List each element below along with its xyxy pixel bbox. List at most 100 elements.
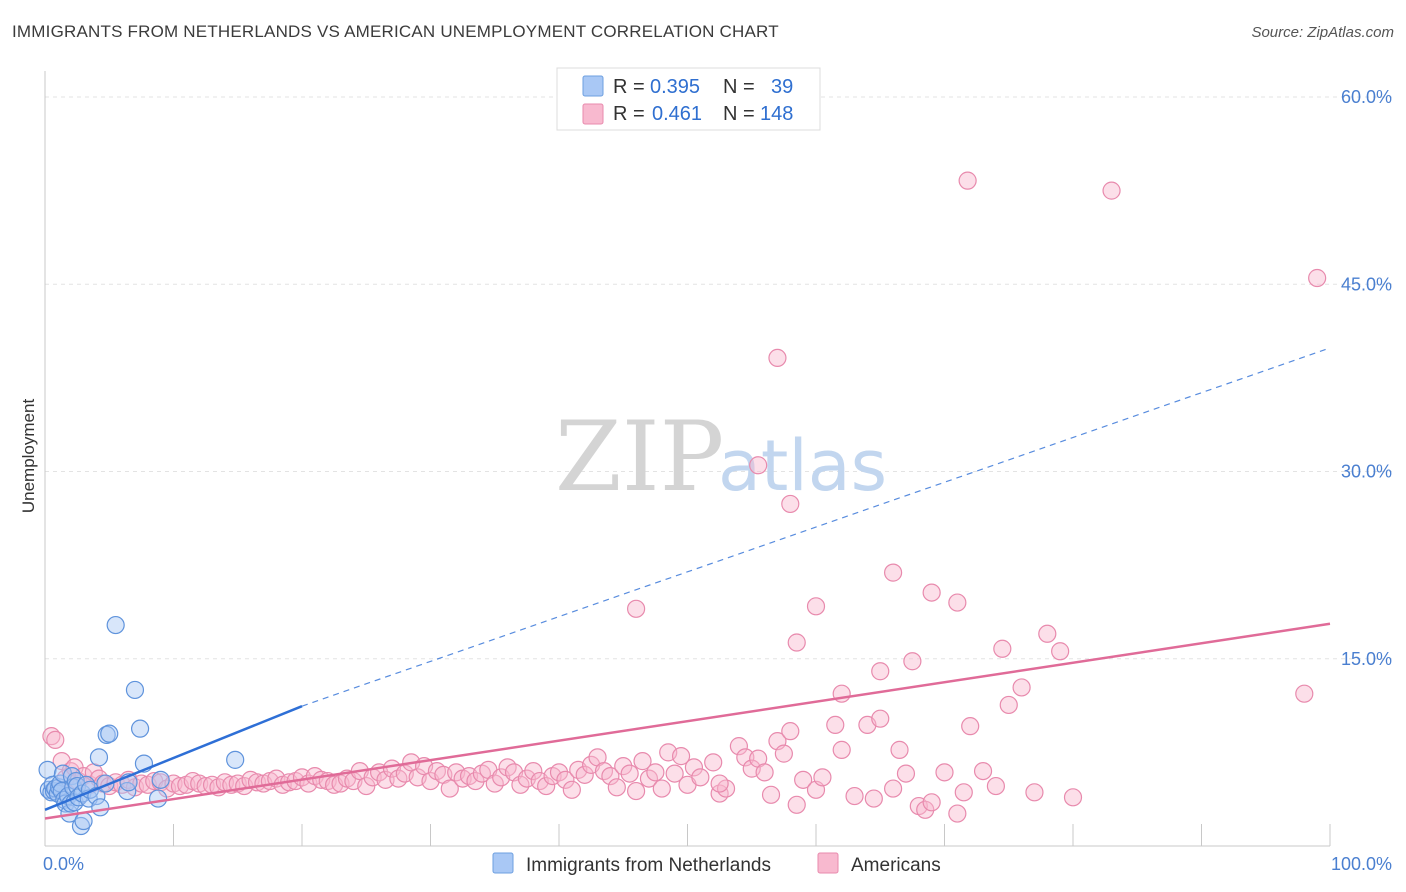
trend-line-netherlands: [44, 705, 303, 811]
point-americans: [781, 494, 800, 514]
point-americans: [761, 785, 781, 804]
point-americans: [774, 744, 793, 763]
x-tick-label-min: 0.0%: [43, 854, 84, 874]
point-americans: [556, 770, 575, 789]
legend-swatch-netherlands: [582, 75, 604, 97]
point-americans: [652, 779, 671, 798]
point-americans: [922, 583, 941, 602]
point-americans: [890, 740, 909, 759]
point-americans: [871, 709, 890, 728]
point-americans: [948, 593, 967, 612]
point-americans: [993, 639, 1012, 658]
point-americans: [986, 776, 1006, 796]
point-americans: [787, 795, 806, 814]
x-tick-label-max: 100.0%: [1331, 854, 1392, 874]
point-americans: [607, 778, 626, 797]
y-tick-label: 45.0%: [1341, 274, 1392, 294]
point-americans: [768, 348, 787, 368]
point-americans: [671, 747, 691, 766]
point-netherlands: [100, 724, 119, 743]
point-netherlands: [74, 811, 93, 831]
axes: [44, 71, 1331, 847]
point-americans: [729, 737, 749, 756]
point-americans: [935, 763, 954, 782]
series-legend-swatch-americans: [817, 852, 839, 874]
trend-line-netherlands-projection: [301, 347, 1331, 707]
trend-lines: [44, 347, 1331, 820]
point-americans: [575, 765, 594, 784]
point-americans: [466, 771, 485, 791]
point-americans: [620, 764, 639, 783]
data-points: [38, 171, 1327, 836]
source-label: Source: ZipAtlas.com: [1251, 24, 1394, 41]
point-netherlands: [89, 748, 109, 767]
series-legend-label-netherlands: Immigrants from Netherlands: [526, 855, 771, 876]
legend-r-value-americans: 0.461: [652, 103, 702, 125]
point-netherlands: [130, 719, 150, 738]
trend-line-americans: [44, 622, 1331, 820]
point-americans: [614, 757, 633, 776]
point-americans: [1295, 684, 1314, 703]
stats-legend-row-americans: R = 0.461 N = 148: [582, 103, 793, 125]
point-americans: [524, 761, 543, 781]
x-tick-labels: 0.0% 100.0%: [43, 854, 1392, 874]
legend-r-value-netherlands: 0.395: [650, 76, 700, 98]
point-americans: [903, 652, 922, 671]
point-americans: [46, 730, 65, 749]
stats-legend: R = 0.395 N = 39 R = 0.461 N = 148: [556, 67, 821, 131]
point-americans: [958, 171, 977, 190]
point-americans: [646, 763, 665, 782]
point-americans: [806, 597, 826, 616]
point-americans: [922, 793, 941, 812]
point-americans: [549, 763, 569, 782]
point-americans: [832, 740, 851, 759]
legend-n-value-netherlands: 39: [771, 76, 793, 98]
y-axis-label: Unemployment: [19, 399, 38, 514]
chart-title: IMMIGRANTS FROM NETHERLANDS VS AMERICAN …: [12, 22, 779, 41]
point-americans: [781, 722, 800, 741]
legend-n-label: N =: [723, 76, 755, 98]
point-americans: [896, 764, 916, 783]
point-americans: [883, 779, 903, 798]
point-americans: [691, 768, 710, 787]
point-americans: [537, 776, 556, 796]
point-americans: [1012, 678, 1031, 697]
point-netherlands: [106, 615, 125, 635]
point-netherlands: [91, 798, 110, 817]
stats-legend-row-netherlands: R = 0.395 N = 39: [582, 75, 793, 98]
point-americans: [1051, 642, 1070, 661]
point-americans: [704, 753, 723, 772]
point-americans: [883, 563, 903, 582]
point-americans: [1063, 788, 1083, 807]
point-americans: [626, 599, 646, 618]
point-americans: [1308, 268, 1327, 288]
series-legend: Immigrants from Netherlands Americans: [492, 852, 941, 876]
point-americans: [871, 662, 890, 681]
point-netherlands: [226, 750, 245, 769]
series-legend-swatch-netherlands: [492, 852, 514, 874]
point-americans: [376, 770, 395, 789]
y-tick-labels: 15.0% 30.0% 45.0% 60.0%: [1341, 87, 1392, 669]
point-americans: [973, 761, 993, 781]
point-netherlands: [148, 789, 168, 808]
point-americans: [749, 456, 768, 475]
point-americans: [665, 764, 684, 783]
point-americans: [916, 800, 935, 819]
point-americans: [562, 780, 581, 799]
y-tick-label: 15.0%: [1341, 649, 1392, 669]
point-americans: [845, 786, 864, 806]
point-americans: [813, 768, 832, 787]
y-tick-label: 60.0%: [1341, 87, 1392, 107]
point-netherlands: [71, 816, 91, 836]
point-americans: [961, 717, 980, 736]
watermark: ZIP atlas: [555, 401, 887, 513]
point-americans: [633, 752, 652, 771]
point-americans: [1038, 624, 1057, 643]
series-legend-label-americans: Americans: [851, 855, 941, 876]
grid-lines: [45, 96, 1392, 660]
point-americans: [794, 770, 813, 789]
point-americans: [736, 748, 755, 767]
y-tick-label: 30.0%: [1341, 462, 1392, 482]
legend-swatch-americans: [582, 103, 604, 125]
